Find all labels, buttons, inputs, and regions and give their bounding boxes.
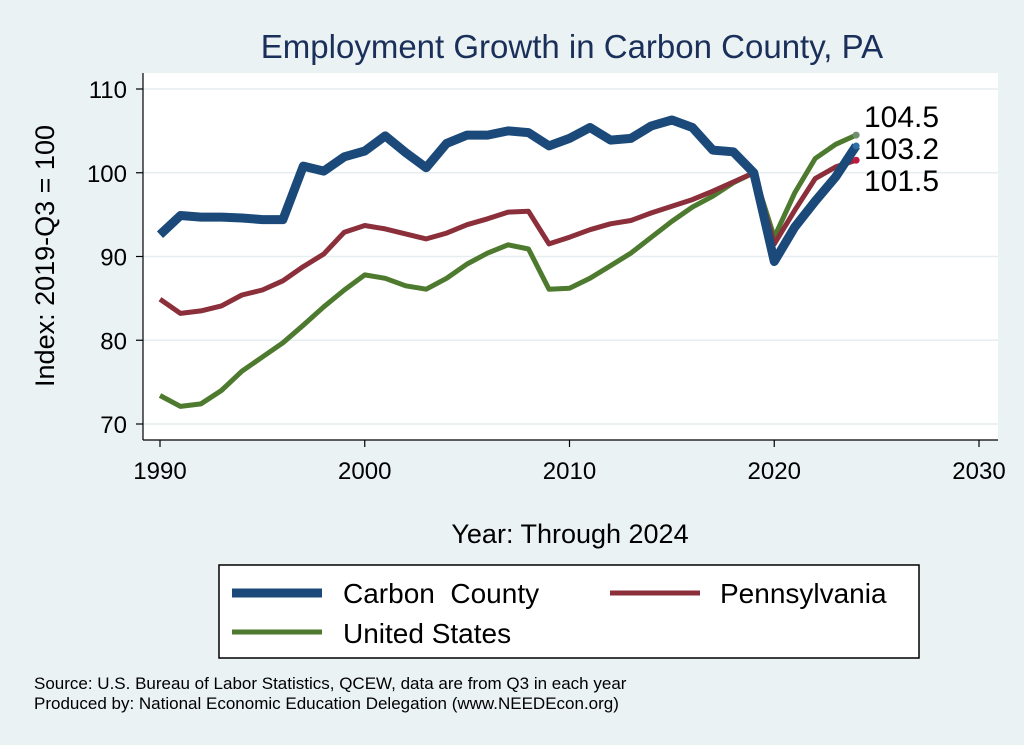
x-tick-label-1990: 1990 <box>133 458 186 485</box>
chart-title: Employment Growth in Carbon County, PA <box>261 28 883 65</box>
x-axis-title: Year: Through 2024 <box>451 519 688 549</box>
source-note: Source: U.S. Bureau of Labor Statistics,… <box>34 674 627 693</box>
y-tick-label-80: 80 <box>100 328 127 355</box>
series-line-pennsylvania <box>158 157 857 316</box>
legend: Carbon County Pennsylvania United States <box>218 564 920 659</box>
x-tick-label-2020: 2020 <box>748 458 801 485</box>
legend-label-carbon-county: Carbon County <box>343 578 539 609</box>
legend-label-pennsylvania: Pennsylvania <box>720 578 887 609</box>
legend-box <box>218 564 920 659</box>
y-axis-title: Index: 2019-Q3 = 100 <box>30 125 60 387</box>
x-axis-ticks: 1990 2000 2010 2020 2030 <box>133 440 1006 485</box>
produced-by-note: Produced by: National Economic Education… <box>34 694 619 713</box>
series-lines <box>156 115 860 409</box>
end-label-carbon-county: 103.2 <box>864 133 939 166</box>
x-tick-label-2010: 2010 <box>543 458 596 485</box>
end-label-united-states: 104.5 <box>864 101 939 134</box>
y-tick-label-70: 70 <box>100 412 127 439</box>
y-tick-label-110: 110 <box>89 77 127 104</box>
end-marker-united-states <box>852 131 860 139</box>
x-tick-label-2000: 2000 <box>338 458 391 485</box>
end-label-pennsylvania: 101.5 <box>864 165 939 198</box>
x-tick-label-2030: 2030 <box>952 458 1005 485</box>
y-tick-label-90: 90 <box>100 245 127 272</box>
end-markers <box>852 131 860 164</box>
y-tick-label-100: 100 <box>87 161 127 188</box>
end-marker-pennsylvania <box>852 156 860 164</box>
end-marker-carbon-county <box>852 142 860 150</box>
legend-label-united-states: United States <box>343 618 511 649</box>
y-axis-ticks: 70 80 90 100 110 <box>87 77 143 439</box>
series-line-carbon-county <box>156 115 860 266</box>
